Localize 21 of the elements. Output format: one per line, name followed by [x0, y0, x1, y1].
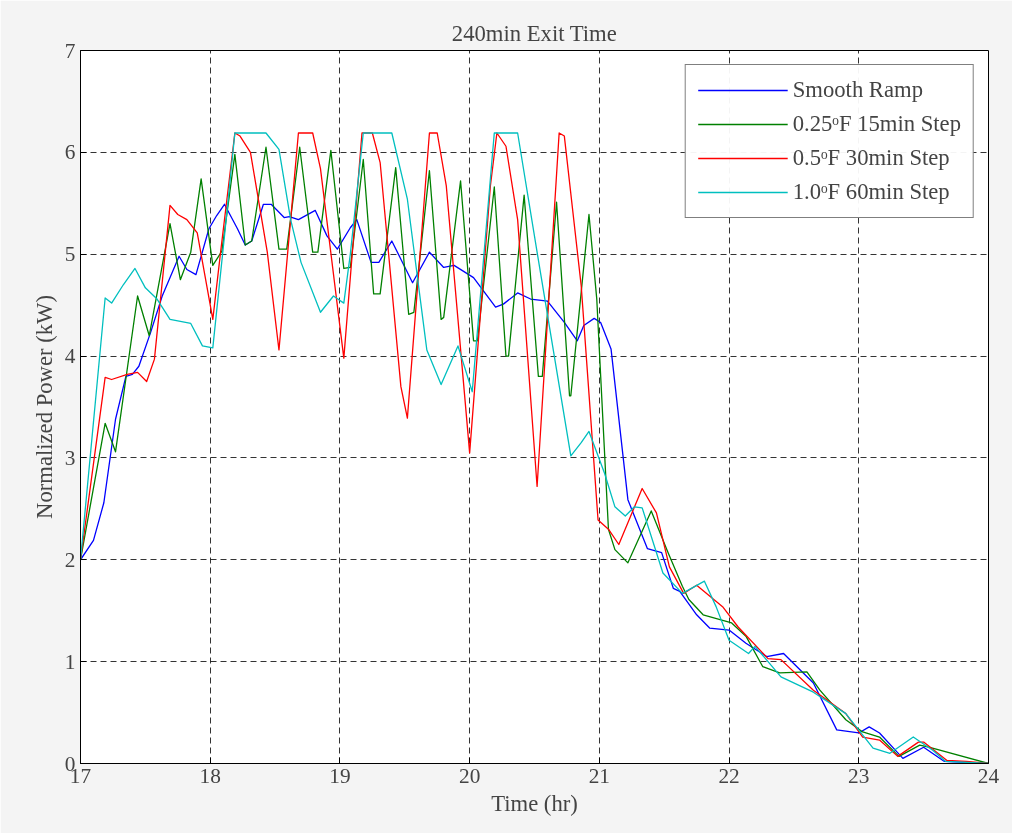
x-tick-label: 22	[718, 763, 740, 788]
y-axis-title: Normalized Power (kW)	[31, 295, 57, 519]
y-tick-label: 2	[64, 547, 76, 572]
legend-label: Smooth Ramp	[792, 77, 923, 103]
y-tick-label: 7	[64, 38, 76, 63]
x-axis-title: Time (hr)	[491, 790, 578, 816]
legend-label: 0.25ᵒF 15min Step	[792, 111, 961, 137]
y-tick-label: 5	[64, 242, 76, 267]
y-tick-label: 1	[64, 649, 76, 674]
legend-label: 1.0ᵒF 60min Step	[792, 179, 950, 205]
x-tick-label: 21	[588, 763, 611, 788]
y-tick-label: 4	[64, 344, 76, 369]
legend-label: 0.5ᵒF 30min Step	[792, 145, 950, 171]
x-tick-label: 24	[977, 763, 1000, 788]
x-tick-label: 20	[458, 763, 481, 788]
x-tick-label: 23	[848, 763, 870, 788]
y-tick-label: 3	[64, 445, 76, 470]
chart-title: 240min Exit Time	[451, 20, 617, 46]
x-tick-label: 18	[199, 763, 221, 788]
x-tick-label: 19	[329, 763, 351, 788]
y-tick-label: 6	[64, 140, 76, 165]
